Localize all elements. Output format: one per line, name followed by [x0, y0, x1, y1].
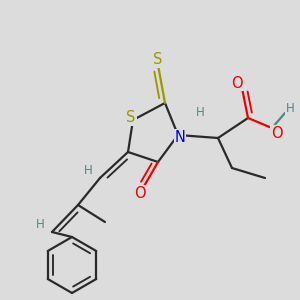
Text: N: N [175, 130, 185, 145]
Text: H: H [196, 106, 204, 118]
Text: O: O [271, 125, 283, 140]
Text: H: H [84, 164, 92, 176]
Text: O: O [231, 76, 243, 91]
Text: S: S [153, 52, 163, 68]
Text: S: S [126, 110, 136, 125]
Text: O: O [134, 185, 146, 200]
Text: H: H [36, 218, 44, 230]
Text: H: H [286, 101, 294, 115]
